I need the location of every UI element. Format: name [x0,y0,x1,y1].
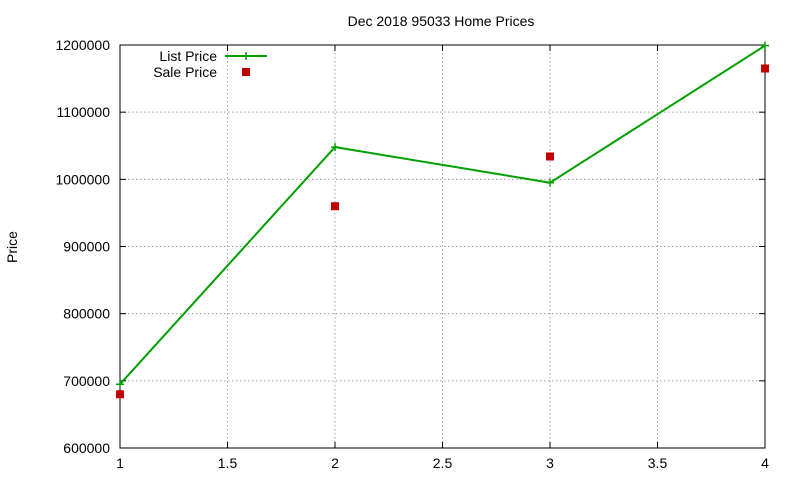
list-price-series [116,41,769,389]
y-tick-label: 700000 [63,373,110,389]
list-price-point [761,41,769,50]
sale-price-point [331,202,339,211]
legend-label-list-price: List Price [159,48,217,64]
list-price-point [116,380,124,389]
y-tick-label: 1200000 [55,37,110,53]
x-tick-label: 4 [761,455,769,471]
series-layer [116,41,769,399]
x-tick-label: 2 [331,455,339,471]
x-tick-label: 3 [546,455,554,471]
list-price-point [331,143,339,152]
list-price-point [546,178,554,187]
y-tick-label: 600000 [63,440,110,456]
legend-marker-sale-price [242,68,250,76]
legend-marker-list-price [242,52,250,60]
x-tick-label: 1 [116,455,124,471]
sale-price-point [546,152,554,161]
x-tick-label: 1.5 [218,455,238,471]
sale-price-point [116,390,124,399]
grid [120,45,765,448]
y-tick-label: 1100000 [57,104,111,120]
chart-title: Dec 2018 95033 Home Prices [348,13,535,29]
sale-price-series [116,64,769,399]
list-price-line [119,44,766,385]
x-tick-label: 2.5 [433,455,453,471]
legend-label-sale-price: Sale Price [153,64,217,80]
y-tick-label: 900000 [63,239,110,255]
sale-price-point [761,64,769,73]
y-tick-label: 1000000 [55,171,110,187]
axis-ticks: 1 1.5 2 2.5 3 3.5 4 600000 700000 800000 900000 100… [55,37,769,471]
x-tick-label: 3.5 [648,455,668,471]
y-tick-label: 800000 [63,306,110,322]
y-axis-label: Price [4,231,20,263]
